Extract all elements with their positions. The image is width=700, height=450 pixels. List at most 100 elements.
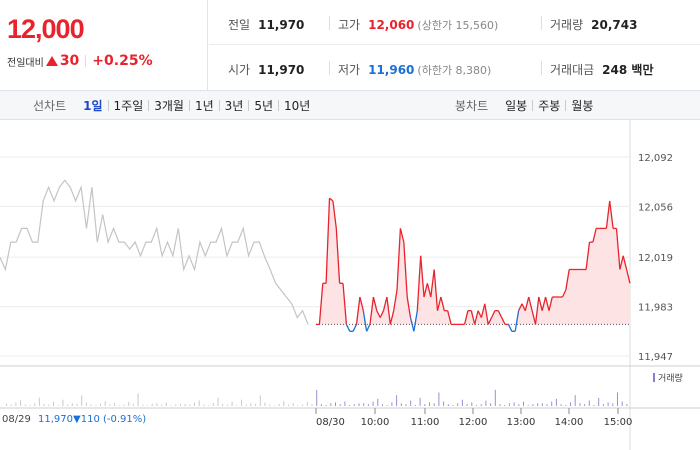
- volume-bar: [255, 403, 257, 406]
- stat-volume: 거래량 20,743: [550, 16, 637, 33]
- toolbar-divider: [532, 99, 534, 111]
- stat-value: 248 백만: [602, 63, 654, 77]
- volume-bar: [377, 398, 379, 406]
- volume-bar: [541, 403, 543, 406]
- period-1w-button[interactable]: 1주일: [113, 98, 144, 113]
- toolbar-divider: [148, 99, 150, 111]
- stat-divider: [329, 61, 330, 75]
- up-segment: [329, 197, 334, 202]
- volume-bar: [288, 404, 289, 406]
- line-chart-title: 선차트: [33, 98, 67, 113]
- volume-bar: [278, 403, 280, 406]
- prev-day-date: 08/29: [2, 414, 31, 425]
- volume-bar: [283, 401, 285, 406]
- volume-bar: [320, 404, 322, 406]
- y-tick-label: 12,019: [638, 253, 673, 264]
- chart-toolbar: 선차트 1일 1주일 3개월 1년 3년 5년 10년 봉차트 일봉 주봉 월봉: [0, 90, 700, 120]
- prev-day-change: 110: [80, 414, 100, 425]
- period-1y-button[interactable]: 1년: [194, 98, 214, 113]
- y-tick-label: 11,983: [638, 303, 673, 314]
- toolbar-divider: [107, 99, 109, 111]
- stat-sub: (상한가 15,560): [417, 19, 499, 32]
- volume-bar: [29, 405, 31, 406]
- up-segment: [521, 303, 526, 311]
- up-segment: [436, 296, 442, 311]
- period-1d-button[interactable]: 1일: [83, 98, 103, 113]
- up-segment: [518, 303, 523, 311]
- volume-bar: [405, 404, 407, 406]
- volume-bar: [532, 404, 534, 406]
- y-tick-label: 12,092: [638, 153, 673, 164]
- volume-bar: [90, 404, 92, 406]
- up-segment: [474, 310, 479, 325]
- stat-sub: (하한가 8,380): [417, 64, 492, 77]
- stat-open: 시가 11,970: [228, 61, 304, 78]
- volume-bar: [208, 405, 210, 406]
- volume-bar: [330, 403, 332, 406]
- volume-bar: [555, 398, 557, 406]
- volume-bar: [584, 404, 586, 406]
- volume-bar: [353, 404, 355, 406]
- volume-bar: [499, 404, 501, 406]
- period-3y-button[interactable]: 3년: [224, 98, 244, 113]
- candle-daily-button[interactable]: 일봉: [505, 98, 528, 113]
- stat-label: 고가: [338, 18, 361, 32]
- candle-monthly-button[interactable]: 월봉: [571, 98, 594, 113]
- stat-value: 11,970: [258, 18, 305, 32]
- up-segment: [369, 296, 375, 325]
- prev-day-close: 11,970▼110 (-0.91%): [38, 414, 147, 425]
- volume-bar: [579, 403, 581, 406]
- volume-bar: [10, 404, 12, 406]
- x-tick-label: 14:00: [555, 417, 584, 428]
- volume-bar: [551, 401, 553, 406]
- x-tick-label: 12:00: [459, 417, 488, 428]
- volume-bar: [203, 404, 205, 406]
- x-tick-label: 13:00: [507, 417, 536, 428]
- up-segment: [376, 310, 381, 318]
- x-tick-label: 15:00: [604, 417, 633, 428]
- period-5y-button[interactable]: 5년: [254, 98, 274, 113]
- volume-bar: [85, 402, 87, 406]
- period-10y-button[interactable]: 10년: [284, 98, 311, 113]
- volume-bar: [424, 404, 426, 406]
- up-segment: [433, 269, 439, 311]
- down-segment: [514, 310, 520, 332]
- volume-bar: [217, 397, 219, 406]
- volume-bar: [212, 403, 214, 406]
- toolbar-divider: [218, 99, 220, 111]
- today-date-label: 08/30: [316, 417, 345, 428]
- up-segment: [491, 310, 496, 318]
- prev-day-change-pct: (-0.91%): [103, 414, 147, 425]
- up-segment: [501, 317, 506, 325]
- volume-bar: [443, 401, 445, 406]
- volume-bar: [508, 403, 510, 406]
- up-segment: [541, 296, 547, 311]
- prev-day-info: 08/29 11,970▼110 (-0.91%): [2, 414, 146, 425]
- up-segment: [605, 200, 611, 229]
- volume-bar: [325, 405, 327, 406]
- volume-bar: [273, 405, 275, 406]
- stat-label: 저가: [338, 63, 361, 77]
- volume-bar: [184, 403, 186, 406]
- volume-bar: [264, 402, 266, 406]
- stat-trade-amount: 거래대금 248 백만: [550, 61, 653, 78]
- x-tick-label: 10:00: [361, 417, 390, 428]
- volume-bar: [452, 405, 454, 406]
- volume-bar: [6, 403, 7, 406]
- volume-bar: [429, 402, 430, 406]
- toolbar-divider: [565, 99, 567, 111]
- chart-series: [0, 179, 631, 332]
- down-segment: [362, 310, 368, 332]
- candle-weekly-button[interactable]: 주봉: [538, 98, 561, 113]
- volume-bar: [349, 405, 351, 406]
- volume-bar: [179, 403, 181, 406]
- volume-bar: [95, 405, 97, 406]
- volume-bar: [367, 404, 369, 406]
- volume-bar: [43, 403, 45, 406]
- volume-bar: [480, 404, 482, 406]
- volume-bar: [53, 401, 54, 406]
- y-axis-labels: 12,092 12,056 12,019 11,983 11,947: [638, 153, 673, 363]
- stat-value: 20,743: [591, 18, 638, 32]
- volume-bar: [57, 405, 59, 406]
- period-3m-button[interactable]: 3개월: [154, 98, 184, 113]
